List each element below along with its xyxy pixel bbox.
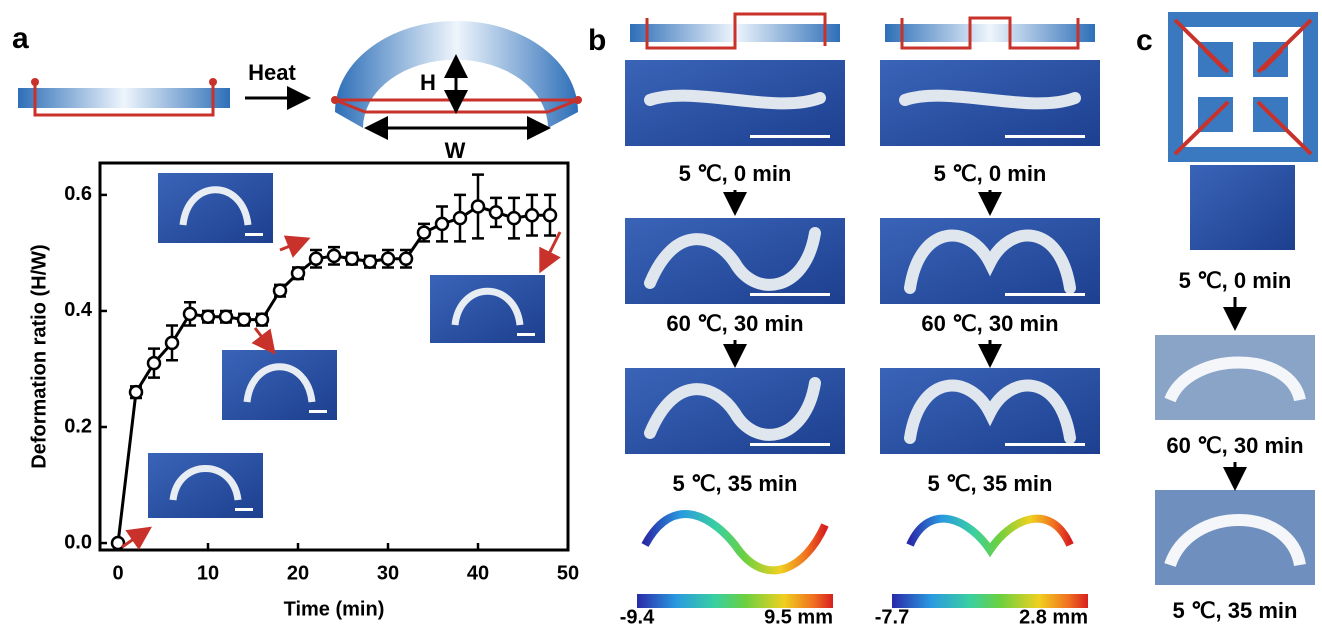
marker bbox=[274, 285, 286, 297]
schematic-bar bbox=[885, 24, 1095, 42]
scale-bar bbox=[750, 135, 830, 138]
figure: a Heat H W 0 10 20 30 40 50 0.0 0.2 0.4 0.6 Time (… bbox=[0, 0, 1322, 629]
h-label: H bbox=[420, 70, 436, 95]
pointer bbox=[255, 328, 272, 350]
x-tick-label: 10 bbox=[197, 562, 219, 584]
colorbar-max: 9.5 mm bbox=[764, 606, 833, 628]
x-axis-label: Time (min) bbox=[284, 598, 385, 620]
marker bbox=[508, 212, 520, 224]
photo bbox=[1190, 165, 1295, 250]
panel-label: b bbox=[588, 24, 606, 57]
scale-bar bbox=[1005, 135, 1085, 138]
x-tick-label: 20 bbox=[287, 562, 309, 584]
colorbar-min: -7.7 bbox=[875, 606, 909, 628]
marker bbox=[436, 218, 448, 230]
colorbar-max: 2.8 mm bbox=[1019, 606, 1088, 628]
heat-label: Heat bbox=[248, 60, 296, 85]
caption: 5 ℃, 35 min bbox=[928, 471, 1053, 496]
marker bbox=[490, 206, 502, 218]
marker bbox=[310, 253, 322, 265]
x-tick-label: 30 bbox=[377, 562, 399, 584]
caption: 5 ℃, 0 min bbox=[679, 161, 792, 186]
marker bbox=[400, 253, 412, 265]
deformation-curve bbox=[645, 514, 825, 570]
marker bbox=[238, 314, 250, 326]
marker bbox=[418, 227, 430, 239]
marker bbox=[472, 201, 484, 213]
caption: 60 ℃, 30 min bbox=[1166, 433, 1303, 458]
x-tick-label: 50 bbox=[557, 562, 579, 584]
marker bbox=[346, 253, 358, 265]
x-tick-label: 0 bbox=[112, 562, 123, 584]
marker bbox=[382, 253, 394, 265]
marker bbox=[454, 212, 466, 224]
marker bbox=[292, 267, 304, 279]
scale-bar bbox=[750, 293, 830, 296]
y-tick-label: 0.2 bbox=[64, 415, 92, 437]
pointer bbox=[122, 530, 147, 547]
panel-label: a bbox=[12, 22, 29, 55]
caption: 60 ℃, 30 min bbox=[666, 311, 803, 336]
caption: 60 ℃, 30 min bbox=[921, 311, 1058, 336]
marker bbox=[544, 209, 556, 221]
caption: 5 ℃, 0 min bbox=[1179, 268, 1292, 293]
y-tick-label: 0.4 bbox=[64, 299, 93, 321]
schematic-flat bbox=[18, 78, 230, 115]
schematic-arch bbox=[331, 21, 582, 128]
caption: 5 ℃, 35 min bbox=[1173, 598, 1298, 623]
panel-b: 5 ℃, 0 min 60 ℃, 30 min 5 ℃, 35 min -9.4 9.5… bbox=[620, 14, 1100, 628]
x-tick-label: 40 bbox=[467, 562, 489, 584]
marker bbox=[130, 386, 142, 398]
scale-bar bbox=[750, 443, 830, 446]
panel-label: c bbox=[1136, 24, 1153, 57]
marker bbox=[220, 311, 232, 323]
inset-photo bbox=[430, 275, 545, 343]
colorbar-min: -9.4 bbox=[620, 606, 655, 628]
marker bbox=[328, 250, 340, 262]
w-label: W bbox=[445, 138, 466, 163]
insets bbox=[122, 173, 560, 547]
scale-bar bbox=[235, 508, 253, 511]
marker bbox=[148, 357, 160, 369]
y-axis-label: Deformation ratio (H/W) bbox=[28, 244, 50, 468]
y-tick-label: 0.0 bbox=[64, 531, 92, 553]
pointer bbox=[280, 240, 305, 250]
schematic-kirigami bbox=[1168, 12, 1318, 162]
scale-bar bbox=[1005, 293, 1085, 296]
marker bbox=[166, 337, 178, 349]
scale-bar bbox=[1005, 443, 1085, 446]
scale-bar bbox=[245, 233, 263, 236]
caption: 5 ℃, 35 min bbox=[673, 471, 798, 496]
deformation-curve bbox=[910, 519, 1070, 550]
scale-bar bbox=[309, 410, 327, 413]
pointer bbox=[542, 232, 560, 268]
caption: 5 ℃, 0 min bbox=[934, 161, 1047, 186]
inset-photo bbox=[158, 173, 273, 243]
y-tick-label: 0.6 bbox=[64, 183, 92, 205]
scale-bar bbox=[517, 333, 535, 336]
marker bbox=[202, 311, 214, 323]
marker bbox=[526, 209, 538, 221]
marker bbox=[256, 314, 268, 326]
marker bbox=[364, 256, 376, 268]
marker bbox=[184, 308, 196, 320]
inset-photo bbox=[222, 350, 337, 420]
